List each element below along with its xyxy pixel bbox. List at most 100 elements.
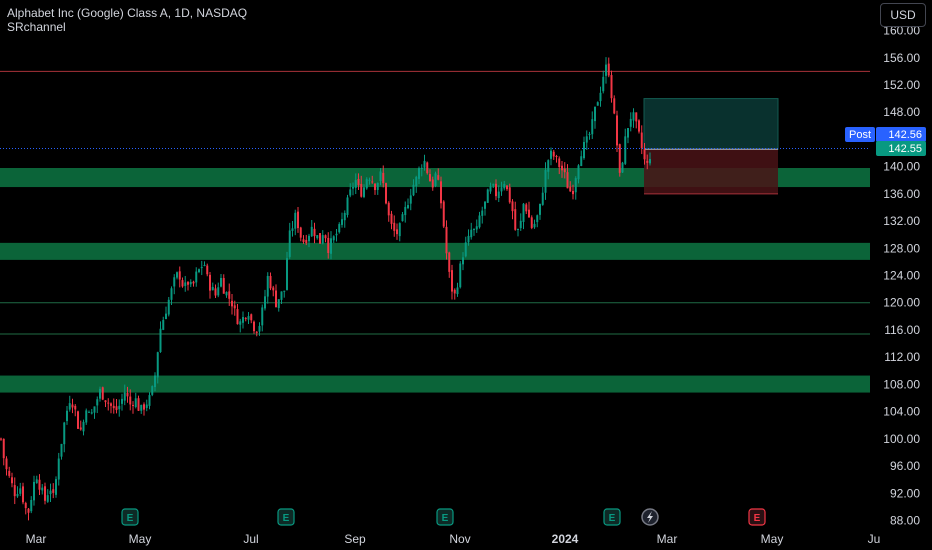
y-tick-label: 96.00: [890, 459, 920, 473]
candle-body: [283, 290, 286, 292]
candle-body: [489, 186, 492, 192]
last-price-bg: [876, 141, 926, 156]
candle-body: [121, 398, 123, 404]
candle-body: [605, 64, 607, 76]
candle-body: [302, 239, 305, 242]
candle-body: [173, 277, 176, 287]
y-tick-label: 100.00: [883, 432, 920, 446]
candle-body: [393, 222, 396, 231]
sr-zone: [0, 375, 870, 393]
candle-body: [143, 404, 145, 410]
y-tick-label: 116.00: [884, 323, 920, 337]
candle-body: [475, 226, 478, 230]
candle-body: [387, 202, 390, 216]
candle-body: [599, 92, 602, 102]
candle-body: [500, 187, 503, 192]
candle-body: [473, 229, 475, 231]
candle-body: [365, 179, 368, 189]
candle-body: [440, 181, 442, 204]
candle-body: [68, 403, 71, 410]
candle-body: [431, 179, 434, 188]
earnings-e-icon[interactable]: E: [277, 508, 295, 526]
lightning-glyph: [647, 511, 653, 523]
candle-body: [291, 228, 294, 231]
candle-body: [635, 112, 638, 122]
candle-body: [74, 405, 77, 410]
candle-body: [107, 402, 110, 404]
candle-body: [198, 269, 200, 273]
y-tick-label: 156.00: [883, 51, 920, 65]
candle-body: [613, 98, 616, 114]
candle-body: [357, 178, 360, 186]
candle-body: [522, 203, 525, 222]
currency-button[interactable]: USD: [880, 3, 926, 27]
earnings-e-icon[interactable]: E: [436, 508, 454, 526]
candle-body: [71, 404, 74, 408]
candle-body: [33, 481, 35, 501]
candle-body: [220, 277, 222, 287]
dividend-lightning-icon[interactable]: [641, 508, 659, 526]
candle-body: [310, 226, 313, 237]
candle-body: [255, 331, 258, 333]
candle-body: [459, 263, 462, 288]
candle-body: [616, 115, 618, 146]
candle-body: [514, 209, 517, 230]
earnings-e-icon[interactable]: E: [748, 508, 766, 526]
candle-body: [321, 235, 324, 244]
candle-body: [60, 443, 63, 457]
candle-body: [104, 400, 107, 403]
long-position-tool[interactable]: [643, 98, 779, 195]
candles: [0, 57, 651, 521]
candle-body: [225, 292, 228, 296]
candle-body: [52, 489, 55, 493]
candle-body: [90, 412, 93, 414]
candle-body: [162, 319, 165, 330]
candle-body: [385, 183, 387, 204]
event-box: [603, 508, 621, 526]
x-tick-label: Nov: [449, 532, 470, 546]
candle-body: [330, 238, 332, 254]
candle-body: [572, 191, 574, 195]
candle-body: [49, 490, 52, 495]
candle-body: [624, 136, 627, 164]
candle-body: [192, 281, 195, 284]
candle-body: [236, 309, 239, 325]
stop-zone: [644, 149, 778, 194]
indicator-label[interactable]: SRchannel: [7, 20, 66, 34]
candle-body: [396, 229, 398, 235]
candle-body: [176, 272, 178, 278]
candle-body: [200, 267, 203, 269]
candle-body: [497, 191, 500, 199]
candle-body: [269, 275, 272, 289]
candle-body: [85, 410, 88, 423]
candle-body: [27, 508, 30, 513]
candle-body: [123, 392, 126, 401]
candle-body: [99, 388, 101, 399]
candle-body: [209, 274, 211, 291]
candle-body: [280, 291, 283, 300]
candle-body: [77, 411, 79, 429]
candle-body: [261, 307, 264, 326]
y-tick-label: 132.00: [883, 214, 920, 228]
earnings-e-icon[interactable]: E: [603, 508, 621, 526]
candle-body: [547, 160, 550, 172]
candle-body: [316, 235, 319, 239]
candle-body: [63, 422, 66, 445]
candle-body: [544, 170, 547, 193]
earnings-e-icon[interactable]: E: [121, 508, 139, 526]
candle-body: [508, 187, 511, 203]
y-axis: 88.00 92.00 96.00 100.00 104.00 108.00 112.00 1…: [883, 24, 920, 528]
candle-body: [272, 287, 275, 291]
y-tick-label: 152.00: [883, 78, 920, 92]
candle-body: [288, 230, 291, 257]
candle-body: [313, 228, 316, 237]
candle-body: [35, 479, 38, 484]
candle-body: [541, 192, 544, 205]
candle-body: [332, 236, 335, 241]
candle-body: [464, 242, 467, 257]
event-letter: E: [442, 513, 449, 524]
candle-body: [426, 162, 429, 174]
candle-body: [349, 189, 352, 196]
